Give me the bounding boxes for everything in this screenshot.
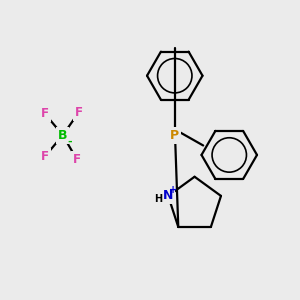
Text: N: N bbox=[163, 189, 173, 203]
Text: +: + bbox=[169, 185, 177, 195]
Text: F: F bbox=[73, 153, 81, 166]
Text: F: F bbox=[41, 107, 49, 120]
Text: F: F bbox=[41, 150, 49, 163]
Text: F: F bbox=[75, 106, 83, 119]
Text: B: B bbox=[58, 129, 68, 142]
Text: -: - bbox=[68, 137, 72, 147]
Text: H: H bbox=[154, 194, 162, 204]
Text: P: P bbox=[170, 129, 179, 142]
